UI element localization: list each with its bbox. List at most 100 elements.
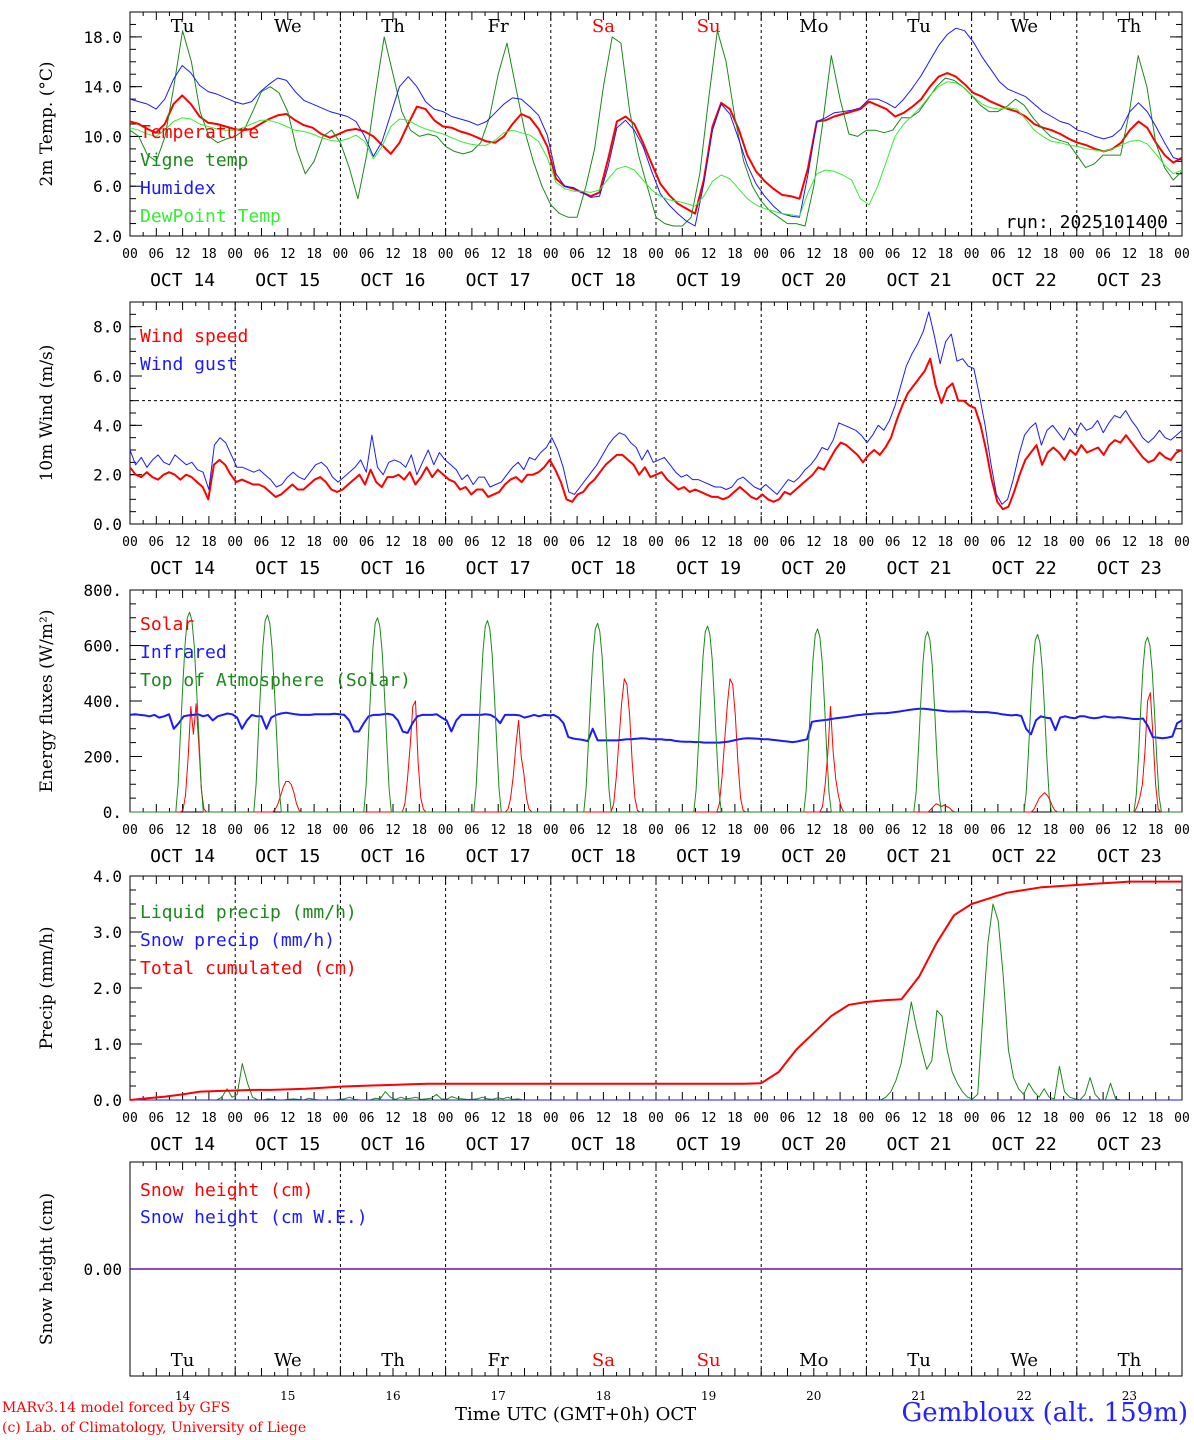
- temp-weekday-label: Tu: [907, 16, 931, 37]
- flux-hour-label: 06: [990, 823, 1006, 838]
- temp-weekday-label: Fr: [488, 16, 509, 37]
- wind-ytick-label: 6.0: [93, 367, 122, 386]
- wind-hour-label: 12: [596, 535, 612, 550]
- wind-series-wind-speed: [129, 357, 1183, 511]
- wind-date-label: OCT 15: [255, 558, 320, 579]
- flux-legend-entry: Solar: [140, 614, 194, 635]
- wind-hour-label: 00: [227, 535, 243, 550]
- precip-hour-label: 12: [175, 1111, 191, 1126]
- precip-date-label: OCT 21: [886, 1134, 951, 1155]
- day-number-label: 21: [911, 1389, 926, 1403]
- flux-date-label: OCT 17: [466, 846, 531, 867]
- temp-ytick-label: 6.0: [93, 177, 122, 196]
- temp-weekday-label: Th: [1118, 16, 1142, 37]
- wind-hour-label: 18: [411, 535, 427, 550]
- temp-hour-label: 12: [490, 247, 506, 262]
- flux-hour-label: 00: [333, 823, 349, 838]
- wind-hour-label: 12: [806, 535, 822, 550]
- day-number-label: 15: [280, 1389, 295, 1403]
- flux-hour-label: 18: [727, 823, 743, 838]
- temp-ytick-label: 14.0: [83, 78, 122, 97]
- temp-weekday-label: Mo: [799, 16, 828, 37]
- temp-hour-label: 12: [280, 247, 296, 262]
- snow-ytick-label: 0.00: [83, 1260, 122, 1279]
- flux-hour-label: 18: [411, 823, 427, 838]
- flux-hour-label: 06: [1095, 823, 1111, 838]
- precip-hour-label: 06: [254, 1111, 270, 1126]
- flux-hour-label: 12: [806, 823, 822, 838]
- wind-ytick-label: 2.0: [93, 466, 122, 485]
- flux-ytick-label: 0.: [103, 803, 122, 822]
- temp-date-label: OCT 15: [255, 270, 320, 291]
- wind-hour-label: 12: [1122, 535, 1138, 550]
- precip-hour-label: 18: [306, 1111, 322, 1126]
- snow-weekday-label: Su: [697, 1350, 721, 1371]
- wind-hour-label: 00: [859, 535, 875, 550]
- temp-hour-label: 12: [596, 247, 612, 262]
- flux-ytick-label: 200.: [83, 748, 122, 767]
- flux-hour-label: 06: [674, 823, 690, 838]
- flux-hour-label: 06: [885, 823, 901, 838]
- flux-hour-label: 12: [1122, 823, 1138, 838]
- flux-date-label: OCT 18: [571, 846, 636, 867]
- flux-hour-label: 06: [780, 823, 796, 838]
- wind-series-wind-gust: [129, 311, 1183, 505]
- temp-date-label: OCT 18: [571, 270, 636, 291]
- flux-hour-label: 18: [937, 823, 953, 838]
- flux-series-infrared: [129, 707, 1183, 744]
- flux-legend-entry: Infrared: [140, 642, 227, 663]
- day-number-label: 16: [385, 1389, 400, 1403]
- day-number-label: 23: [1122, 1389, 1137, 1403]
- temp-weekday-label: Th: [381, 16, 405, 37]
- precip-hour-label: 12: [911, 1111, 927, 1126]
- flux-hour-label: 06: [359, 823, 375, 838]
- flux-date-label: OCT 15: [255, 846, 320, 867]
- flux-legend-entry: Top of Atmosphere (Solar): [140, 670, 411, 691]
- precip-hour-label: 12: [385, 1111, 401, 1126]
- temp-hour-label: 06: [885, 247, 901, 262]
- precip-hour-label: 12: [490, 1111, 506, 1126]
- flux-hour-label: 00: [227, 823, 243, 838]
- temp-hour-label: 12: [1016, 247, 1032, 262]
- wind-date-label: OCT 16: [360, 558, 425, 579]
- precip-ytick-label: 2.0: [93, 979, 122, 998]
- temp-series-humidex: [129, 27, 1183, 227]
- precip-hour-label: 06: [1095, 1111, 1111, 1126]
- temp-hour-label: 06: [254, 247, 270, 262]
- wind-date-label: OCT 21: [886, 558, 951, 579]
- wind-hour-label: 12: [701, 535, 717, 550]
- precip-hour-label: 00: [859, 1111, 875, 1126]
- precip-hour-label: 12: [701, 1111, 717, 1126]
- flux-hour-label: 18: [622, 823, 638, 838]
- flux-hour-label: 12: [280, 823, 296, 838]
- wind-hour-label: 00: [543, 535, 559, 550]
- precip-hour-label: 12: [1122, 1111, 1138, 1126]
- temp-hour-label: 12: [385, 247, 401, 262]
- precip-hour-label: 18: [1148, 1111, 1164, 1126]
- flux-hour-label: 12: [490, 823, 506, 838]
- precip-hour-label: 12: [280, 1111, 296, 1126]
- temp-hour-label: 18: [306, 247, 322, 262]
- precip-hour-label: 06: [464, 1111, 480, 1126]
- precip-hour-label: 18: [1043, 1111, 1059, 1126]
- flux-hour-label: 12: [596, 823, 612, 838]
- temp-hour-label: 12: [701, 247, 717, 262]
- wind-hour-label: 12: [490, 535, 506, 550]
- wind-ytick-label: 8.0: [93, 318, 122, 337]
- precip-legend-entry: Snow precip (mm/h): [140, 930, 335, 951]
- flux-hour-label: 00: [1069, 823, 1085, 838]
- temp-hour-label: 18: [937, 247, 953, 262]
- temp-ytick-label: 2.0: [93, 227, 122, 246]
- temp-hour-label: 00: [227, 247, 243, 262]
- flux-hour-label: 12: [175, 823, 191, 838]
- temp-hour-label: 00: [648, 247, 664, 262]
- temp-hour-label: 00: [964, 247, 980, 262]
- wind-hour-label: 12: [385, 535, 401, 550]
- flux-hour-label: 12: [701, 823, 717, 838]
- flux-ytick-label: 400.: [83, 692, 122, 711]
- flux-date-label: OCT 22: [992, 846, 1057, 867]
- flux-hour-label: 18: [832, 823, 848, 838]
- snow-legend-entry: Snow height (cm W.E.): [140, 1207, 368, 1228]
- wind-hour-label: 00: [333, 535, 349, 550]
- wind-date-label: OCT 17: [466, 558, 531, 579]
